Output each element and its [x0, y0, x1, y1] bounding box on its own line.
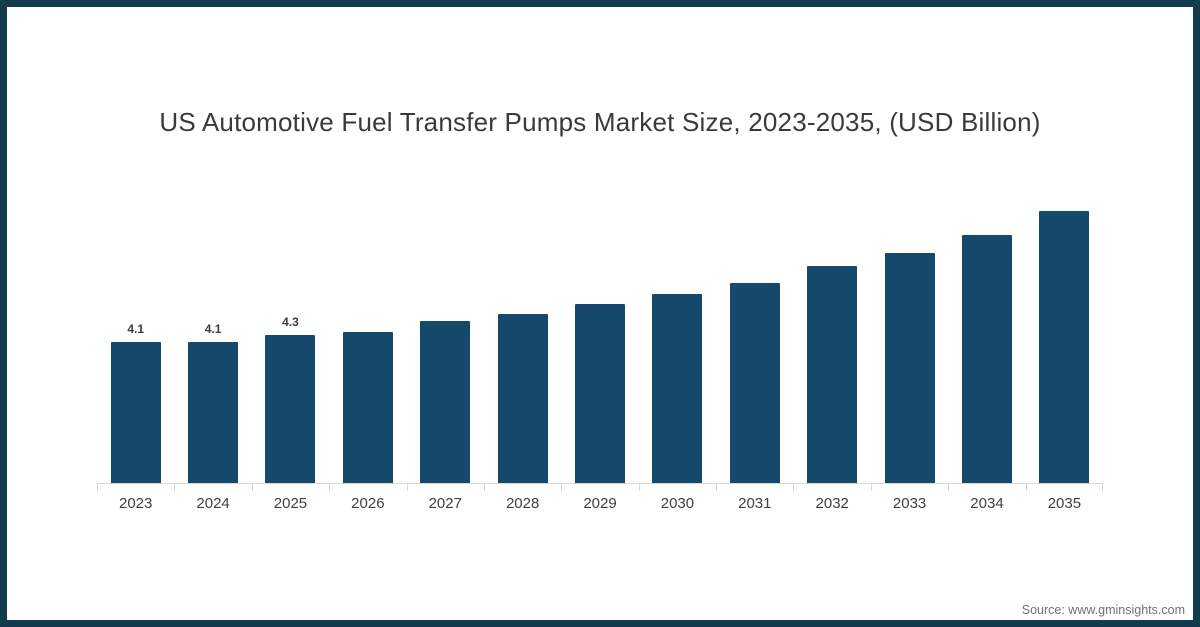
bar-category-2034 [948, 177, 1025, 483]
x-axis-label-2023: 2023 [119, 495, 153, 512]
x-axis-tick [948, 484, 950, 491]
bar-value-label-2023: 4.1 [127, 322, 145, 336]
bar-category-2033 [871, 177, 948, 483]
x-axis-label-2029: 2029 [583, 495, 617, 512]
bar-value-label-2025: 4.3 [282, 315, 299, 329]
x-axis-label-2024: 2024 [196, 495, 230, 512]
x-axis-tick [1025, 484, 1027, 491]
bar-2024: 4.1 [188, 322, 239, 483]
x-axis-label-2027: 2027 [428, 495, 462, 512]
x-axis-label-2035: 2035 [1047, 495, 1082, 512]
x-axis-label-2032: 2032 [815, 495, 849, 512]
x-axis-tick [97, 484, 98, 491]
x-axis-label-2028: 2028 [505, 495, 540, 512]
bar-category-2029 [561, 177, 638, 483]
x-axis-labels: 2023 2024 2025 2026 2027 2028 2029 2030 2031 2032… [97, 494, 1103, 514]
chart-title: US Automotive Fuel Transfer Pumps Market… [159, 107, 1041, 137]
bar-2025: 4.3 [265, 315, 316, 483]
bar-category-2027 [407, 177, 484, 483]
bar-2026 [342, 332, 393, 483]
x-axis-tick [793, 484, 795, 491]
x-axis-tick [638, 484, 640, 491]
x-axis-label-2031: 2031 [738, 495, 772, 512]
bar-2035 [1039, 211, 1090, 483]
bar-category-2025: 4.3 [252, 177, 329, 483]
x-axis-tick [483, 484, 485, 491]
x-axis-label-2034: 2034 [970, 495, 1004, 512]
bar-category-2023: 4.1 [97, 177, 174, 483]
x-axis-label-2033: 2033 [892, 495, 927, 512]
bar-2034 [961, 235, 1012, 483]
bar-category-2028 [484, 177, 561, 483]
x-axis-label-2025: 2025 [273, 495, 308, 512]
bar-category-2024: 4.1 [174, 177, 251, 483]
bar-category-2035 [1026, 177, 1103, 483]
bar-category-2026 [329, 177, 406, 483]
x-axis-line [97, 483, 1103, 492]
bar-category-2030 [639, 177, 716, 483]
bar-2028 [497, 314, 548, 483]
x-axis-tick [406, 484, 408, 491]
bar-series: 4.1 4.1 4.3 [97, 177, 1103, 483]
bar-category-2031 [716, 177, 793, 483]
x-axis-tick [174, 484, 176, 491]
bar-value-label-2024: 4.1 [204, 322, 222, 336]
x-axis-tick [251, 484, 253, 491]
bar-2031 [729, 283, 780, 483]
source-attribution: Source: www.gminsights.com [1021, 603, 1185, 617]
bar-2029 [575, 304, 626, 483]
x-axis-tick [329, 484, 331, 491]
bar-2032 [807, 266, 858, 483]
x-axis-label-2030: 2030 [660, 495, 695, 512]
x-axis-tick [870, 484, 872, 491]
x-axis-label-2026: 2026 [351, 495, 385, 512]
bar-2033 [884, 253, 935, 483]
x-axis-tick [716, 484, 718, 491]
bar-2027 [420, 321, 471, 483]
bar-category-2032 [794, 177, 871, 483]
x-axis-tick [561, 484, 563, 491]
bar-2030 [652, 294, 703, 483]
x-axis-tick [1102, 484, 1103, 491]
bar-2023: 4.1 [110, 322, 161, 483]
